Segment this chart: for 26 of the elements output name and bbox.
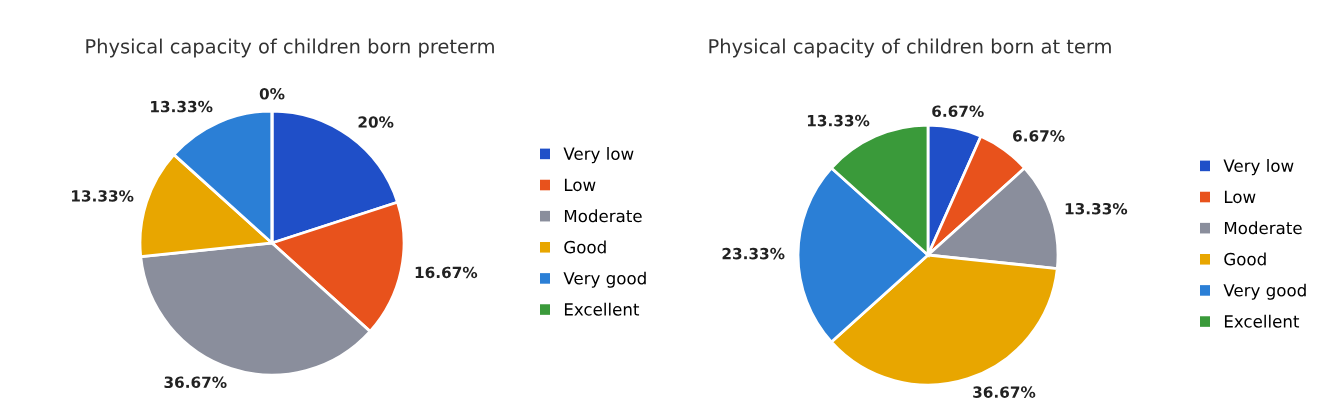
legend-label: Low [564, 178, 596, 192]
chart-title: Physical capacity of children born preterm [86, 38, 494, 58]
legend-label: Good [564, 240, 606, 254]
legend-label: Excellent [564, 302, 640, 316]
legend-label: Excellent [1224, 314, 1300, 328]
data-label: 13.33% [807, 114, 870, 127]
data-label: 13.33% [151, 100, 213, 113]
legend-label: Very low [563, 147, 634, 164]
data-label: 6.67% [1013, 130, 1065, 142]
data-label: 20% [358, 116, 394, 128]
chart-title: Physical capacity of children born at term [709, 38, 1111, 58]
data-label: 16.67% [415, 266, 478, 279]
data-label: 23.33% [722, 247, 785, 260]
legend-label: Good [1224, 252, 1266, 266]
data-label: 6.67% [932, 105, 984, 118]
legend-label: Moderate [564, 209, 642, 223]
data-label: 36.67% [164, 376, 227, 389]
legend-label: Very good [1223, 283, 1306, 300]
data-label: 13.33% [72, 190, 134, 202]
legend-label: Moderate [1224, 221, 1302, 235]
text: 0% [259, 88, 285, 100]
data-label: 36.67% [973, 386, 1036, 398]
data-label: 13.33% [1065, 202, 1128, 215]
legend-label: Very good [563, 271, 646, 288]
legend-label: Very low [1223, 159, 1294, 176]
legend-label: Low [1224, 190, 1256, 204]
